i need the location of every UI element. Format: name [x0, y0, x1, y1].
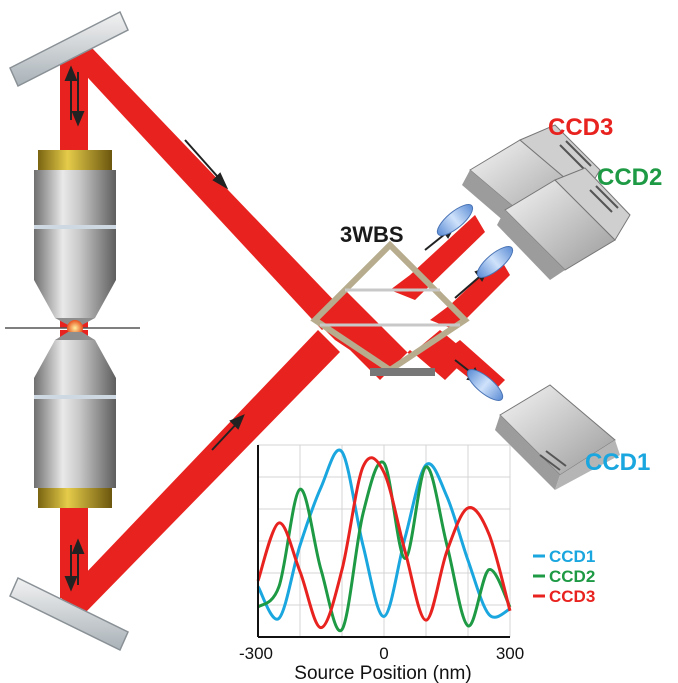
beam-upper-diagonal — [64, 48, 345, 330]
legend-label: CCD2 — [549, 567, 595, 586]
ccd2-camera — [497, 167, 631, 280]
ccd2-lens — [476, 246, 514, 278]
beam-to-ccd3 — [390, 215, 485, 300]
series-line-ccd1 — [256, 448, 511, 621]
interference-chart: -300 0 300 Source Position (nm) — [239, 444, 524, 683]
series-line-ccd2 — [256, 460, 512, 633]
ccd1-lens — [466, 369, 504, 401]
splitter-label: 3WBS — [340, 222, 404, 247]
legend-label: CCD3 — [549, 587, 595, 606]
chart-x-axis-label: Source Position (nm) — [294, 663, 471, 683]
x-tick-label: -300 — [239, 644, 273, 663]
ccd3-lens — [436, 204, 474, 236]
x-tick-label: 0 — [379, 644, 388, 663]
x-tick-label: 300 — [496, 644, 524, 663]
lower-objective-lens — [34, 332, 116, 508]
series-line-ccd3 — [256, 456, 512, 630]
ccd3-label: CCD3 — [548, 114, 613, 141]
beam-lower-diagonal — [60, 330, 340, 614]
legend-label: CCD1 — [549, 547, 595, 566]
top-mirror — [9, 10, 129, 88]
ccd1-camera — [495, 384, 620, 490]
ccd1-label: CCD1 — [585, 449, 650, 476]
upper-objective-lens — [34, 150, 116, 325]
beam-splitter-crossings — [310, 290, 470, 380]
bottom-mirror — [9, 576, 129, 652]
chart-series — [256, 448, 512, 633]
chart-x-ticks: -300 0 300 — [239, 644, 524, 663]
beam-to-ccd2 — [430, 258, 510, 330]
ccd2-label: CCD2 — [597, 164, 662, 191]
three-way-beam-splitter — [310, 240, 470, 376]
